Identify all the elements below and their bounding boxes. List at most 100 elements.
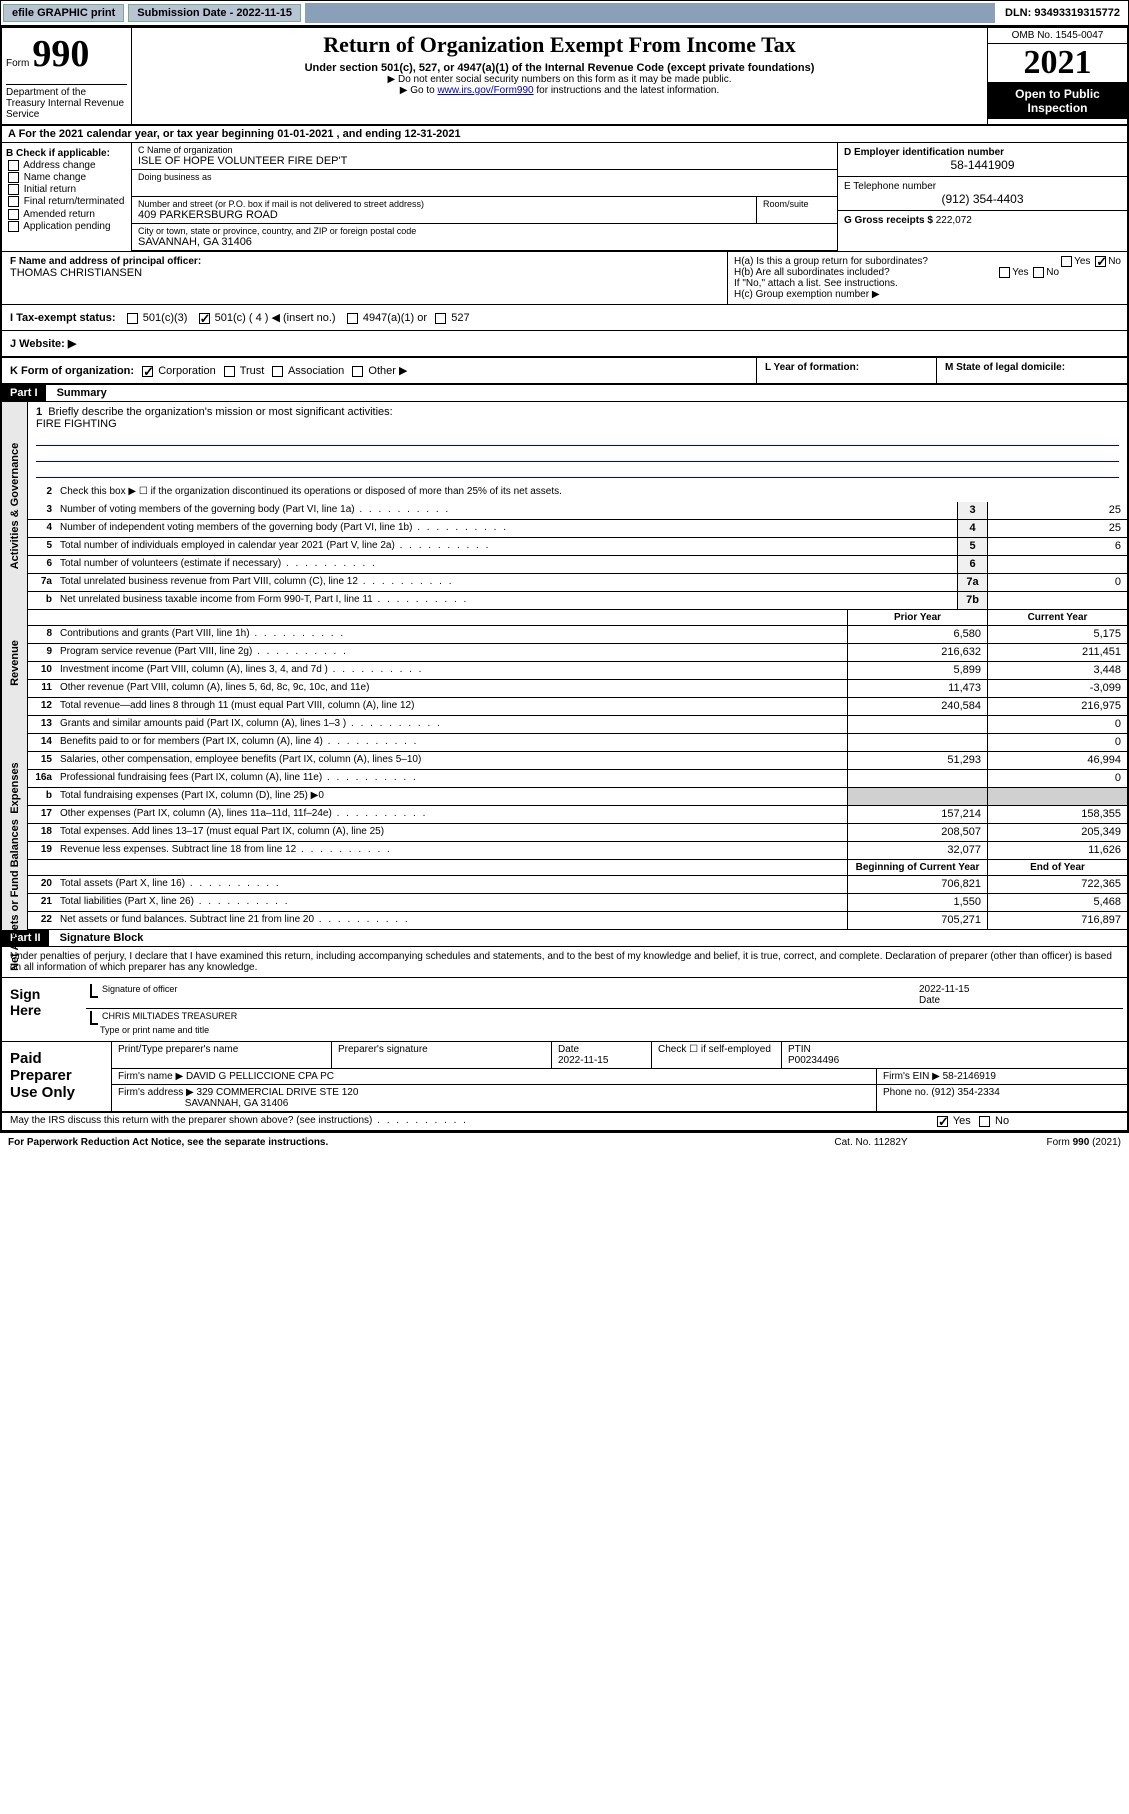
checkbox-initial[interactable] <box>8 184 19 195</box>
efile-button[interactable]: efile GRAPHIC print <box>3 4 124 22</box>
mission-block: 1 Briefly describe the organization's mi… <box>28 402 1127 484</box>
cb-501c3[interactable] <box>127 313 138 324</box>
cb-501c[interactable] <box>199 313 210 324</box>
hb-no[interactable] <box>1033 267 1044 278</box>
sig-off-label: Signature of officer <box>102 984 177 994</box>
ptin-label: PTIN <box>788 1044 811 1055</box>
l7b-desc: Net unrelated business taxable income fr… <box>56 592 957 609</box>
section-b-c-d: B Check if applicable: Address change Na… <box>2 143 1127 252</box>
l9-cy: 211,451 <box>987 644 1127 661</box>
l3-val: 25 <box>987 502 1127 519</box>
city-label: City or town, state or province, country… <box>138 226 831 236</box>
checkbox-pending[interactable] <box>8 221 19 232</box>
na-py-hdr: Beginning of Current Year <box>847 860 987 875</box>
l4-desc: Number of independent voting members of … <box>56 520 957 537</box>
l15-cy: 46,994 <box>987 752 1127 769</box>
l16b-cy <box>987 788 1127 805</box>
ag-body: 1 Briefly describe the organization's mi… <box>28 402 1127 610</box>
discuss-yes[interactable] <box>937 1116 948 1127</box>
check-header: B Check if applicable: <box>6 148 127 159</box>
na-header: Beginning of Current YearEnd of Year <box>28 860 1127 876</box>
cb-assoc[interactable] <box>272 366 283 377</box>
l7a-desc: Total unrelated business revenue from Pa… <box>56 574 957 591</box>
py-hdr: Prior Year <box>847 610 987 625</box>
l16b-py <box>847 788 987 805</box>
right-column: D Employer identification number 58-1441… <box>837 143 1127 251</box>
cb-527[interactable] <box>435 313 446 324</box>
gross-value: 222,072 <box>936 215 972 226</box>
cb-other[interactable] <box>352 366 363 377</box>
part1-hdr: Part I <box>2 385 46 401</box>
room-box: Room/suite <box>757 197 837 223</box>
l19-cy: 11,626 <box>987 842 1127 859</box>
submission-date-button[interactable]: Submission Date - 2022-11-15 <box>128 4 301 22</box>
tax-year: 2021 <box>988 44 1127 83</box>
room-label: Room/suite <box>763 199 831 209</box>
checkbox-final[interactable] <box>8 196 19 207</box>
sig-date-val: 2022-11-15 <box>919 984 969 995</box>
irs-link[interactable]: www.irs.gov/Form990 <box>437 85 533 96</box>
firm-addr1: 329 COMMERCIAL DRIVE STE 120 <box>197 1087 359 1098</box>
l12-py: 240,584 <box>847 698 987 715</box>
gross-label: G Gross receipts $ <box>844 215 933 226</box>
org-name-box: C Name of organization ISLE OF HOPE VOLU… <box>132 143 837 170</box>
hb-yes[interactable] <box>999 267 1010 278</box>
j-label: J Website: ▶ <box>10 338 76 350</box>
i-label: I Tax-exempt status: <box>10 312 116 324</box>
l-block: L Year of formation: <box>757 358 937 383</box>
vlabel-ag: Activities & Governance <box>2 402 28 610</box>
form-title: Return of Organization Exempt From Incom… <box>140 32 979 58</box>
firm-name: DAVID G PELLICCIONE CPA PC <box>186 1071 334 1082</box>
check-addr: Address change <box>6 160 127 171</box>
l1-value: FIRE FIGHTING <box>36 418 117 430</box>
revenue-section: Revenue Prior YearCurrent Year 8Contribu… <box>2 610 1127 716</box>
cb-trust[interactable] <box>224 366 235 377</box>
l17-py: 157,214 <box>847 806 987 823</box>
m-block: M State of legal domicile: <box>937 358 1127 383</box>
vlabel-rev: Revenue <box>2 610 28 716</box>
sig-line-2: CHRIS MILTIADES TREASURER Type or print … <box>86 1009 1123 1037</box>
tel-label: E Telephone number <box>844 181 1121 192</box>
firm-addr2: SAVANNAH, GA 31406 <box>185 1098 289 1109</box>
l7a-val: 0 <box>987 574 1127 591</box>
l6-desc: Total number of volunteers (estimate if … <box>56 556 957 573</box>
ha-yes[interactable] <box>1061 256 1072 267</box>
check-final: Final return/terminated <box>6 196 127 207</box>
l5-desc: Total number of individuals employed in … <box>56 538 957 555</box>
f-name: THOMAS CHRISTIANSEN <box>10 267 719 279</box>
sig-declaration: Under penalties of perjury, I declare th… <box>2 947 1127 978</box>
form-container: Form 990 Department of the Treasury Inte… <box>0 26 1129 1133</box>
org-name-label: C Name of organization <box>138 145 831 155</box>
l18-desc: Total expenses. Add lines 13–17 (must eq… <box>56 824 847 841</box>
pdate-label: Date <box>558 1044 579 1055</box>
discuss-no[interactable] <box>979 1116 990 1127</box>
phone-label: Phone no. <box>883 1087 929 1098</box>
city-box: City or town, state or province, country… <box>132 224 837 251</box>
l10-py: 5,899 <box>847 662 987 679</box>
ha-no[interactable] <box>1095 256 1106 267</box>
top-toolbar: efile GRAPHIC print Submission Date - 20… <box>0 0 1129 26</box>
l11-py: 11,473 <box>847 680 987 697</box>
title-block: Return of Organization Exempt From Incom… <box>132 28 987 124</box>
sig-name: CHRIS MILTIADES TREASURER <box>102 1011 237 1021</box>
checkbox-amended[interactable] <box>8 209 19 220</box>
m-label: M State of legal domicile: <box>945 362 1065 373</box>
checkbox-addr[interactable] <box>8 160 19 171</box>
ein-box: D Employer identification number 58-1441… <box>838 143 1127 177</box>
check-pending: Application pending <box>6 221 127 232</box>
part2-title: Signature Block <box>52 930 152 946</box>
h-block: H(a) Is this a group return for subordin… <box>727 252 1127 304</box>
cb-corp[interactable] <box>142 366 153 377</box>
dept-text: Department of the Treasury Internal Reve… <box>6 84 127 120</box>
cb-4947[interactable] <box>347 313 358 324</box>
firm-addr-label: Firm's address ▶ <box>118 1087 194 1098</box>
l18-cy: 205,349 <box>987 824 1127 841</box>
prep-row-3: Firm's address ▶ 329 COMMERCIAL DRIVE ST… <box>112 1085 1127 1111</box>
k-l-m-row: K Form of organization: Corporation Trus… <box>2 358 1127 385</box>
l14-cy: 0 <box>987 734 1127 751</box>
form-ref: Form 990 (2021) <box>971 1137 1121 1148</box>
subtitle-2: ▶ Do not enter social security numbers o… <box>140 74 979 85</box>
check-self: Check ☐ if self-employed <box>652 1042 782 1068</box>
l18-py: 208,507 <box>847 824 987 841</box>
checkbox-name[interactable] <box>8 172 19 183</box>
